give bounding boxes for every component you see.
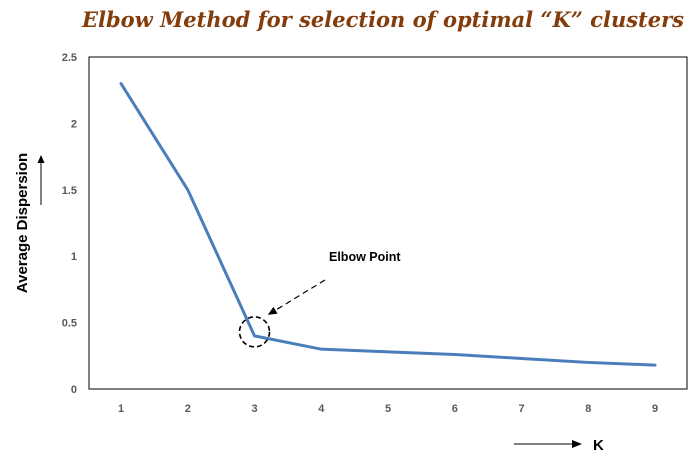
x-tick-label: 2 <box>185 403 191 415</box>
x-tick-label: 4 <box>318 403 325 415</box>
y-axis-ticks: 0 0.5 1 1.5 2 2.5 <box>62 52 77 396</box>
y-tick-label: 1 <box>71 251 77 263</box>
y-tick-label: 2 <box>71 118 77 130</box>
elbow-annotation-arrow <box>269 279 326 315</box>
y-axis-direction-arrowhead <box>37 155 45 163</box>
elbow-point-marker <box>238 316 271 348</box>
y-axis-label: Average Dispersion <box>14 153 31 293</box>
y-tick-label: 0.5 <box>62 318 77 330</box>
plot-area <box>88 56 688 390</box>
x-tick-label: 5 <box>385 403 391 415</box>
x-tick-label: 3 <box>251 403 257 415</box>
y-tick-label: 0 <box>71 384 77 396</box>
x-tick-label: 1 <box>118 403 124 415</box>
elbow-annotation-label: Elbow Point <box>329 250 401 264</box>
x-axis-direction-arrowhead <box>572 440 582 448</box>
series-line <box>119 82 657 367</box>
x-tick-label: 8 <box>585 403 591 415</box>
x-tick-label: 6 <box>452 403 458 415</box>
x-axis-label: K <box>593 437 604 454</box>
elbow-annotation-arrowhead <box>267 306 278 315</box>
y-tick-label: 2.5 <box>62 52 77 64</box>
chart-title: Elbow Method for selection of optimal “K… <box>81 7 684 32</box>
x-tick-label: 9 <box>652 403 658 415</box>
x-axis-ticks: 1 2 3 4 5 6 7 8 9 <box>118 403 658 415</box>
y-tick-label: 1.5 <box>62 185 77 197</box>
x-tick-label: 7 <box>518 403 524 415</box>
